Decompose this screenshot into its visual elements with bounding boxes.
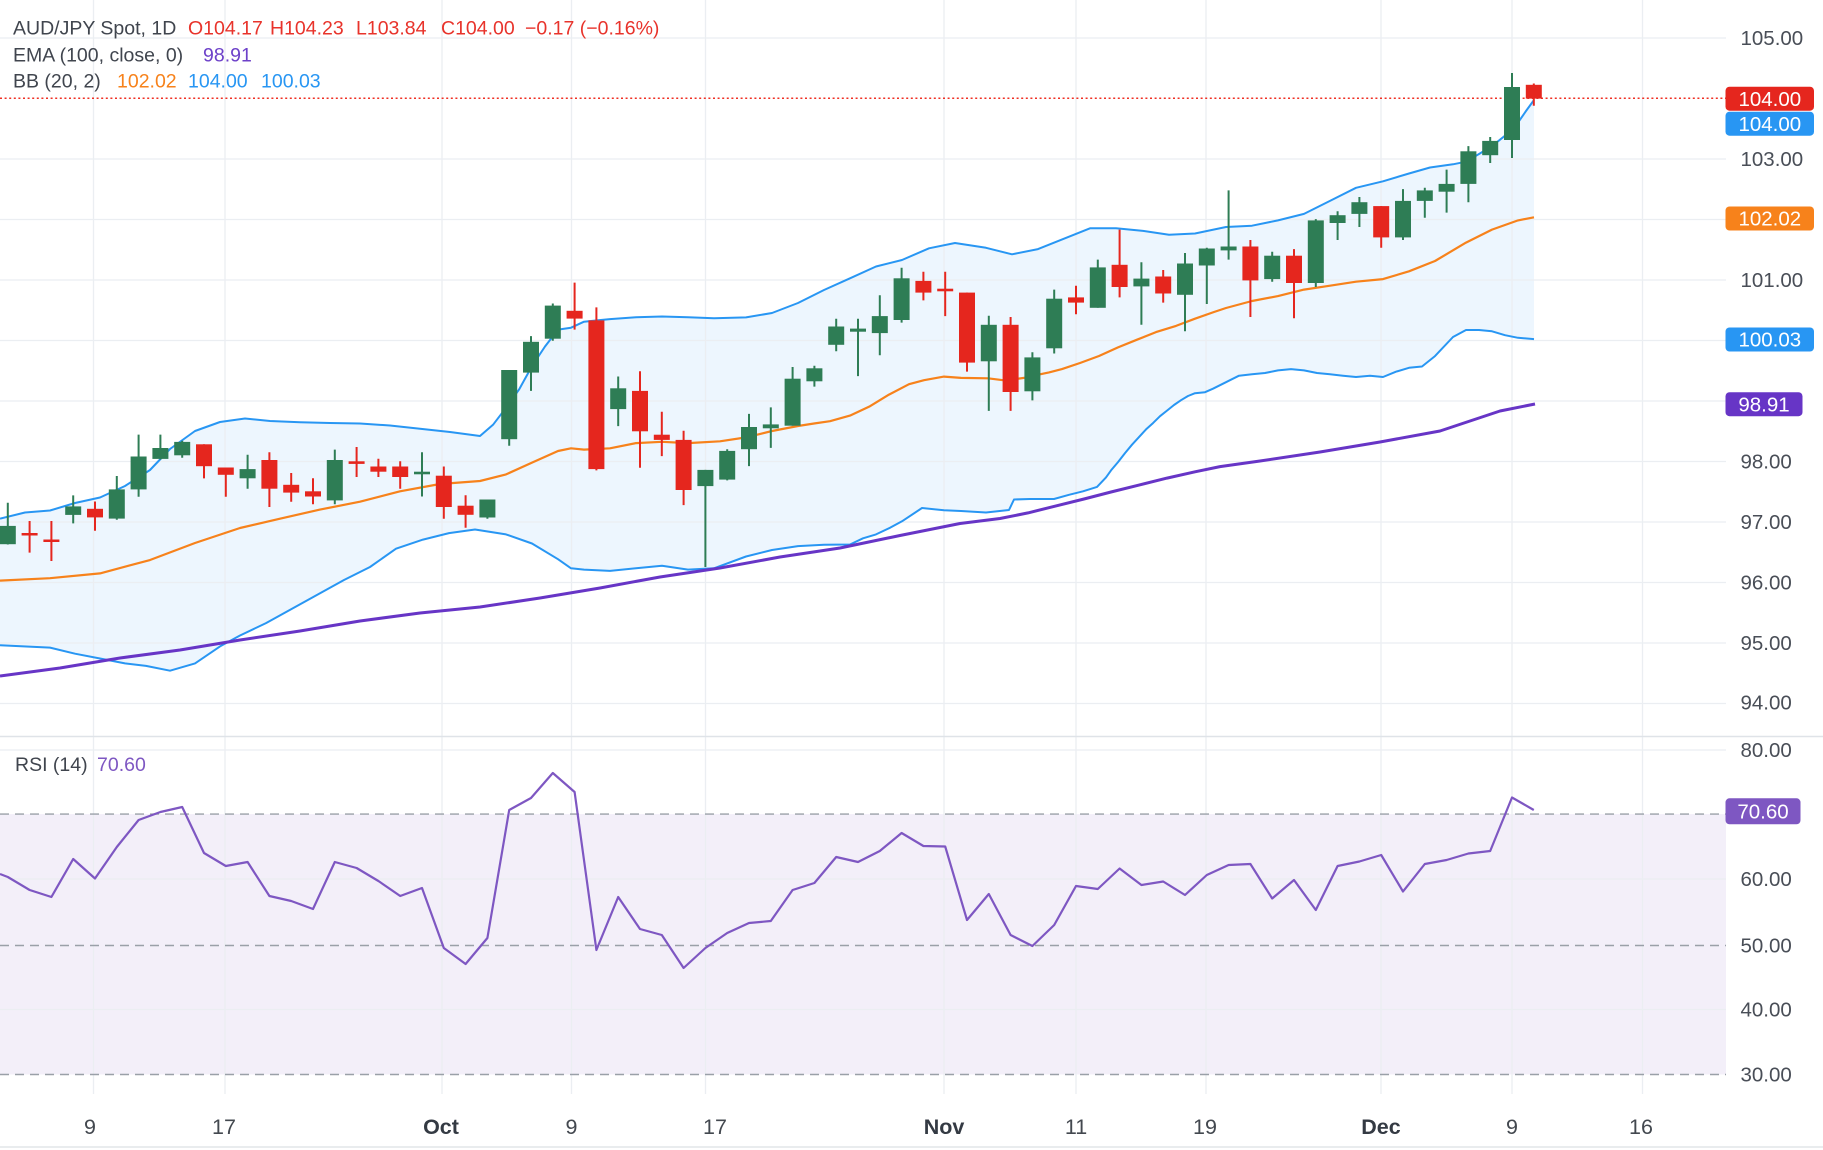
svg-text:17: 17 bbox=[703, 1115, 727, 1139]
svg-text:40.00: 40.00 bbox=[1741, 999, 1792, 1022]
svg-text:94.00: 94.00 bbox=[1741, 691, 1792, 714]
svg-text:95.00: 95.00 bbox=[1741, 632, 1792, 655]
svg-text:19: 19 bbox=[1193, 1115, 1217, 1139]
svg-text:104.00: 104.00 bbox=[1738, 113, 1801, 136]
svg-text:100.03: 100.03 bbox=[1738, 329, 1801, 352]
svg-text:EMA (100, close, 0)98.91: EMA (100, close, 0) 98.91 bbox=[13, 45, 252, 67]
svg-text:104.00: 104.00 bbox=[1738, 88, 1801, 111]
svg-text:105.00: 105.00 bbox=[1741, 27, 1804, 50]
svg-text:16: 16 bbox=[1629, 1115, 1653, 1139]
svg-text:Dec: Dec bbox=[1361, 1115, 1400, 1139]
svg-text:9: 9 bbox=[1506, 1115, 1518, 1139]
svg-text:80.00: 80.00 bbox=[1741, 739, 1792, 762]
svg-text:Nov: Nov bbox=[924, 1115, 965, 1139]
svg-text:11: 11 bbox=[1065, 1115, 1087, 1139]
svg-text:Oct: Oct bbox=[423, 1115, 459, 1139]
svg-text:102.02: 102.02 bbox=[1738, 208, 1801, 231]
svg-text:30.00: 30.00 bbox=[1741, 1064, 1792, 1087]
svg-text:9: 9 bbox=[84, 1115, 96, 1139]
svg-text:9: 9 bbox=[566, 1115, 578, 1139]
svg-text:98.91: 98.91 bbox=[1738, 393, 1789, 416]
svg-text:98.00: 98.00 bbox=[1741, 451, 1792, 474]
svg-text:96.00: 96.00 bbox=[1741, 572, 1792, 595]
svg-text:103.00: 103.00 bbox=[1741, 148, 1804, 171]
svg-text:RSI (14)70.60: RSI (14) 70.60 bbox=[15, 754, 146, 776]
svg-text:50.00: 50.00 bbox=[1741, 935, 1792, 958]
svg-text:60.00: 60.00 bbox=[1741, 868, 1792, 891]
svg-text:17: 17 bbox=[212, 1115, 236, 1139]
svg-text:97.00: 97.00 bbox=[1741, 511, 1792, 534]
svg-text:70.60: 70.60 bbox=[1737, 801, 1788, 824]
svg-text:101.00: 101.00 bbox=[1741, 269, 1804, 292]
